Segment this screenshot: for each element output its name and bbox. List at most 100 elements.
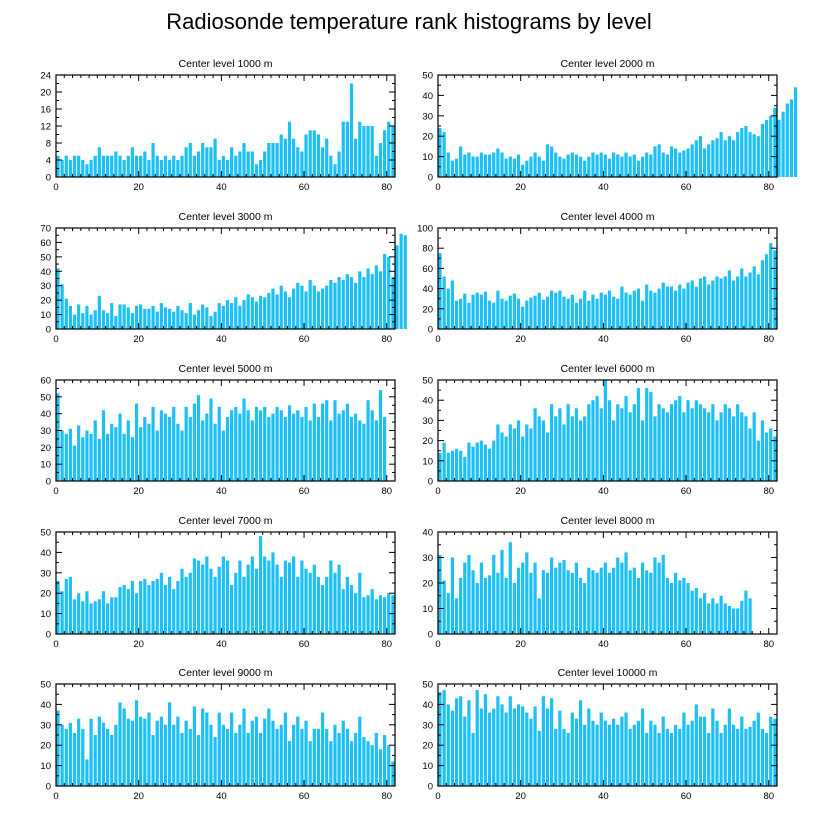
bar	[320, 712, 325, 786]
bar	[81, 160, 85, 177]
bar	[250, 556, 254, 634]
bar	[180, 310, 184, 329]
bar	[529, 156, 533, 177]
bar	[147, 712, 151, 786]
bar	[603, 720, 607, 786]
panel-3: Center level 3000 m 0 20 40 60 80 0 10 20 30 40 50 6…	[40, 211, 407, 345]
bar	[562, 296, 566, 329]
bar	[574, 302, 579, 329]
bar	[521, 562, 525, 634]
bar	[184, 147, 188, 177]
bar	[234, 732, 238, 786]
bar	[267, 708, 271, 786]
bar	[56, 268, 60, 329]
bar	[143, 308, 147, 329]
bar	[488, 448, 492, 481]
bar	[442, 580, 446, 634]
y-tick-label: 0	[46, 173, 51, 184]
bar	[308, 420, 312, 481]
bar	[479, 294, 483, 329]
bar	[450, 557, 455, 634]
bar	[616, 557, 620, 634]
bar	[554, 416, 558, 481]
bar	[773, 107, 777, 177]
bar	[669, 146, 674, 177]
bar	[570, 572, 574, 634]
bar	[325, 285, 329, 329]
bar	[246, 732, 250, 786]
bar	[653, 724, 657, 786]
bar	[438, 128, 442, 177]
bar	[496, 148, 500, 177]
bar	[126, 718, 130, 786]
x-tick-label: 20	[133, 639, 144, 650]
bar	[300, 285, 304, 329]
bar	[172, 155, 176, 177]
bar	[723, 404, 727, 481]
y-tick-label: 12	[40, 122, 51, 133]
bar	[378, 390, 383, 481]
bar	[329, 560, 333, 634]
bar	[562, 158, 566, 177]
bar	[354, 413, 358, 481]
x-tick-label: 80	[381, 791, 392, 802]
bar	[463, 293, 467, 329]
bar	[483, 694, 488, 786]
bar	[238, 724, 242, 786]
bar	[591, 152, 595, 177]
y-tick-label: 100	[417, 224, 433, 235]
y-tick-label: 30	[422, 111, 433, 122]
bar	[283, 291, 287, 329]
bar	[649, 392, 653, 481]
bar	[81, 728, 85, 786]
bar	[279, 285, 283, 329]
bar	[665, 728, 669, 786]
bar	[333, 400, 337, 481]
bar	[180, 155, 184, 177]
y-tick-label: 40	[40, 267, 51, 278]
bar	[300, 417, 304, 481]
bar	[81, 437, 85, 481]
bar	[500, 704, 504, 786]
bar	[292, 556, 296, 634]
bar	[628, 156, 632, 177]
bar	[578, 577, 583, 634]
bar	[690, 720, 694, 786]
bar	[570, 152, 574, 177]
x-tick-label: 80	[381, 639, 392, 650]
bar	[85, 430, 89, 481]
bar	[521, 706, 525, 786]
bar	[599, 152, 603, 177]
x-tick-label: 60	[681, 639, 692, 650]
bar	[64, 433, 68, 481]
bar	[89, 603, 93, 634]
bar	[155, 155, 159, 177]
bar	[702, 716, 707, 786]
bar	[562, 424, 566, 481]
bar	[545, 708, 550, 786]
bar	[446, 593, 450, 634]
y-tick-label: 4	[46, 156, 51, 167]
bar	[122, 304, 126, 329]
y-tick-label: 50	[40, 528, 51, 539]
bar	[471, 294, 475, 329]
x-tick-label: 80	[763, 334, 774, 345]
bar	[620, 716, 624, 786]
bar	[756, 136, 760, 177]
bar	[578, 298, 583, 329]
y-tick-label: 30	[422, 416, 433, 427]
bar	[554, 152, 558, 177]
bar	[607, 724, 612, 786]
bar	[715, 420, 719, 481]
bar	[72, 445, 77, 481]
bar	[686, 400, 690, 481]
bar	[769, 716, 773, 786]
bar	[496, 424, 500, 481]
bar	[678, 396, 682, 481]
bar	[316, 134, 321, 177]
bar	[60, 284, 64, 329]
bar	[151, 143, 155, 177]
bar	[512, 428, 517, 481]
bar	[690, 590, 694, 634]
bar	[616, 154, 620, 177]
